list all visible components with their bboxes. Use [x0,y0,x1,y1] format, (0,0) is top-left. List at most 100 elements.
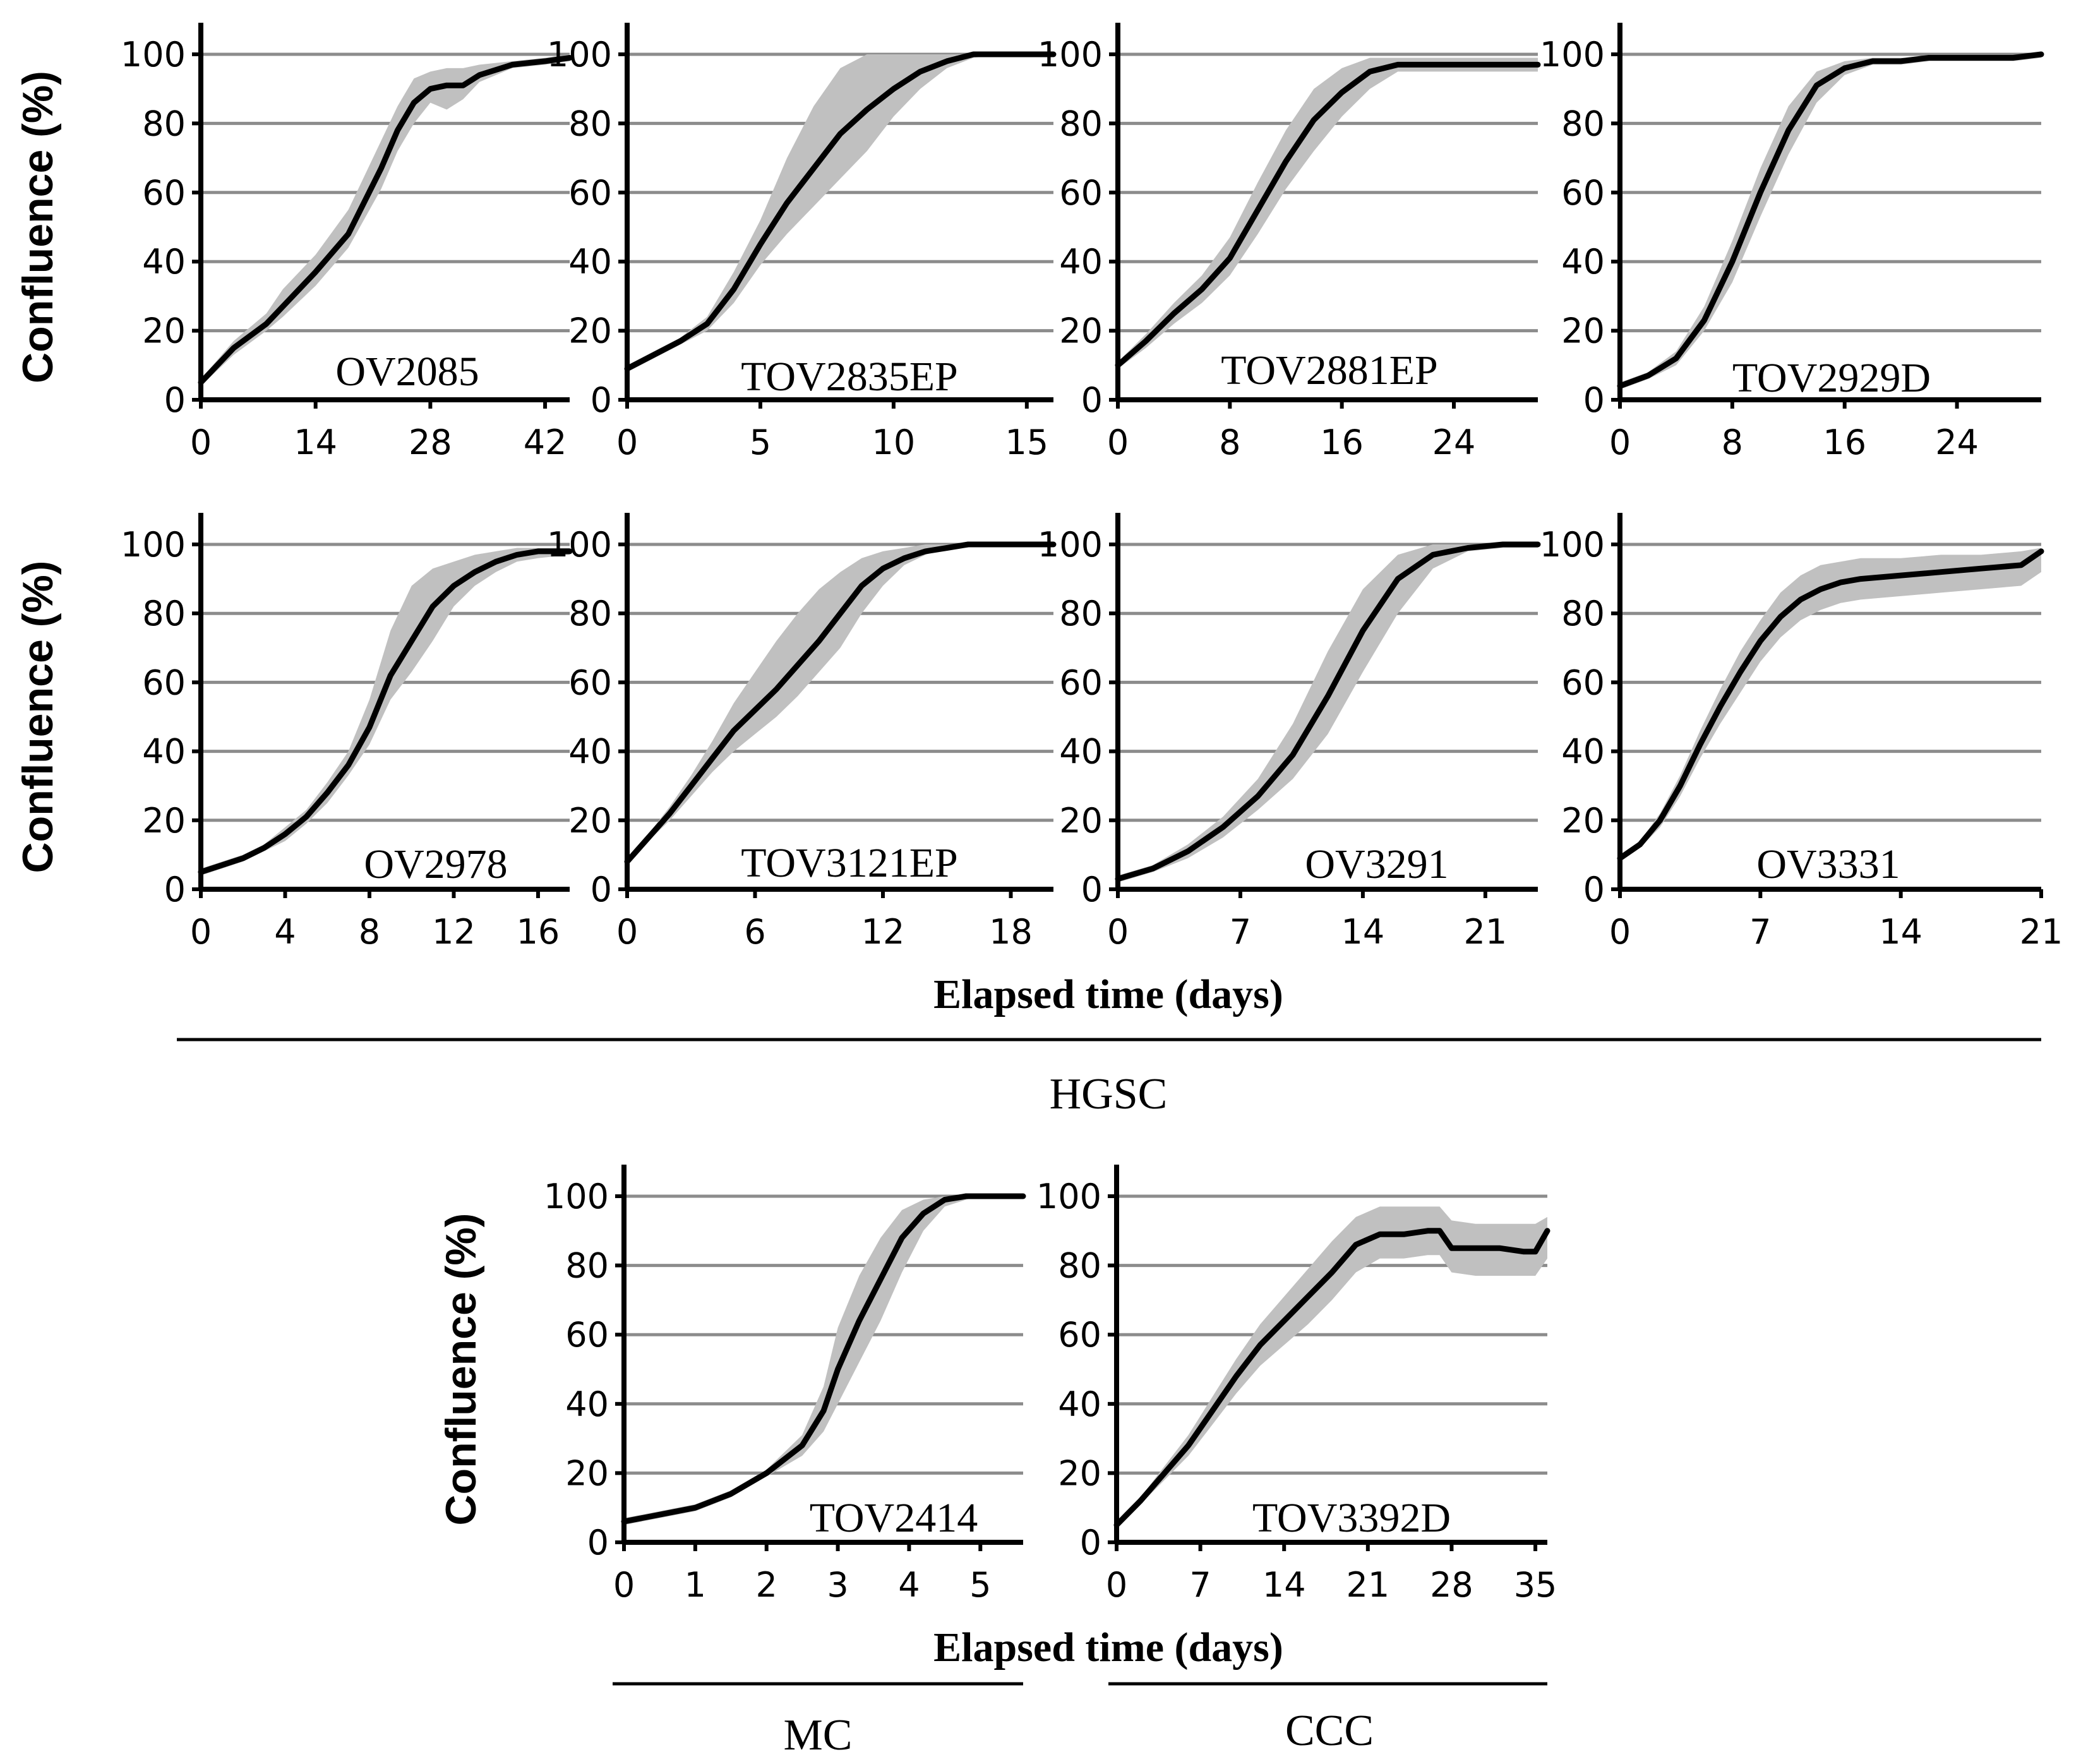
tov2414-y-axis-title: Confluence (%) [437,1213,485,1526]
ov2978-xtick-label-4: 4 [274,912,296,952]
tov2881ep-xtick-label-24: 24 [1432,423,1476,462]
tov3392d-error-band [1117,1206,1547,1529]
tov3392d-ytick-label-0: 0 [1080,1523,1101,1563]
ov3291-error-band [1118,544,1538,883]
ov2085-ytick-label-0: 0 [164,380,186,420]
tov3121ep-ytick-label-0: 0 [591,870,612,909]
ov3291-ytick-label-20: 20 [1059,801,1103,841]
tov2881ep-error-band [1118,57,1538,369]
tov2414-ytick-label-0: 0 [587,1523,609,1563]
panel-tov2414: 0 20 40 60 80 100 0 1 2 3 4 5 TOV2414 Confluence (%) E… [437,1165,1283,1671]
tov3392d-ytick-label-60: 60 [1058,1315,1101,1355]
group-label-mc: MC [784,1711,853,1760]
tov2881ep-ytick-label-60: 60 [1059,173,1103,213]
ov2085-xtick-label-0: 0 [190,423,212,462]
tov3392d-ytick-label-100: 100 [1036,1177,1101,1216]
tov3121ep-series-line [624,541,1057,865]
ov2085-xtick-label-28: 28 [409,423,452,462]
tov2414-ytick-label-40: 40 [565,1384,609,1424]
ov3291-ytick-label-80: 80 [1059,594,1103,633]
tov3121ep-ytick-label-20: 20 [568,801,612,841]
ov2978-panel-label: OV2978 [364,841,507,887]
tov2881ep-xtick-label-8: 8 [1219,423,1240,462]
tov3392d-xtick-label-7: 7 [1189,1565,1211,1605]
tov2929d-ytick-label-0: 0 [1583,380,1605,420]
tov2414-ytick-label-60: 60 [565,1315,609,1355]
ov2978-series-line [198,548,573,875]
ov3331-ytick-label-100: 100 [1540,525,1605,565]
tov3392d-ytick-label-20: 20 [1058,1453,1101,1493]
tov3392d-xtick-label-35: 35 [1514,1565,1557,1605]
ov3331-ytick-label-80: 80 [1561,594,1605,633]
tov3121ep-ytick-label-80: 80 [568,594,612,633]
ov2085-series-line [198,55,573,386]
tov2881ep-ytick-label-100: 100 [1038,35,1103,75]
tov2414-ytick-label-20: 20 [565,1453,609,1493]
panel-tov3392d: 0 20 40 60 80 100 0 7 14 21 28 35 TOV3392D [1036,1165,1557,1605]
ov2085-xtick-label-14: 14 [294,423,337,462]
tov3392d-xtick-label-14: 14 [1262,1565,1306,1605]
panel-tov2881ep: 0 20 40 60 80 100 0 8 16 24 TOV2881EP [1038,23,1541,462]
group-label-ccc: CCC [1285,1707,1374,1755]
tov2929d-ytick-label-60: 60 [1561,173,1605,213]
tov3121ep-ytick-label-60: 60 [568,663,612,702]
tov2881ep-xtick-label-16: 16 [1320,423,1364,462]
panel-tov2835ep: 0 20 40 60 80 100 0 5 10 15 TOV2835EP [547,23,1057,462]
tov3121ep-xtick-label-6: 6 [744,912,765,952]
tov2881ep-ytick-label-40: 40 [1059,242,1103,282]
tov2929d-xtick-label-8: 8 [1722,423,1743,462]
ov3331-ytick-label-40: 40 [1561,732,1605,772]
ov2978-xtick-label-12: 12 [432,912,476,952]
tov2835ep-ytick-label-0: 0 [591,380,612,420]
tov3121ep-xtick-label-12: 12 [861,912,905,952]
ov2085-ytick-label-80: 80 [142,104,186,143]
tov2835ep-ytick-label-60: 60 [568,173,612,213]
ov2978-xtick-label-0: 0 [190,912,212,952]
ov2085-ytick-label-40: 40 [142,242,186,282]
tov2835ep-series-line [624,51,1057,372]
ov2085-y-axis-title: Confluence (%) [14,71,62,383]
panel-ov3291: 0 20 40 60 80 100 0 7 14 21 OV3291 Elapsed time (da… [933,513,1541,1017]
tov2414-xtick-label-4: 4 [898,1565,920,1605]
ov2978-ytick-label-100: 100 [121,525,186,565]
ov2085-ytick-label-60: 60 [142,173,186,213]
tov2929d-series-line [1617,51,2044,389]
tov2929d-panel-label: TOV2929D [1732,355,1931,401]
tov3392d-panel-label: TOV3392D [1252,1495,1451,1541]
tov2881ep-ytick-label-80: 80 [1059,104,1103,143]
ov3331-xtick-label-7: 7 [1749,912,1771,952]
tov3392d-xtick-label-0: 0 [1106,1565,1127,1605]
tov2881ep-xtick-label-0: 0 [1107,423,1129,462]
tov2835ep-error-band [627,54,1053,373]
ov2085-ytick-label-100: 100 [121,35,186,75]
ov2978-ytick-label-20: 20 [142,801,186,841]
tov3121ep-ytick-label-100: 100 [547,525,612,565]
tov2835ep-xtick-label-5: 5 [750,423,771,462]
tov2881ep-panel-label: TOV2881EP [1221,347,1437,393]
tov2414-xtick-label-3: 3 [827,1565,848,1605]
ov3291-ytick-label-40: 40 [1059,732,1103,772]
ov2978-ytick-label-60: 60 [142,663,186,702]
ov3291-ytick-label-60: 60 [1059,663,1103,702]
ov2085-error-band [201,54,570,387]
ov3291-series-line [1115,541,1541,882]
ov3291-ytick-label-0: 0 [1081,870,1103,909]
tov2414-xtick-label-0: 0 [613,1565,635,1605]
tov2414-panel-label: TOV2414 [810,1495,978,1541]
tov3121ep-panel-label: TOV3121EP [741,840,957,886]
tov2414-error-band [624,1196,1023,1525]
ov3291-xtick-label-7: 7 [1230,912,1251,952]
panel-ov2085: 0 20 40 60 80 100 0 14 28 42 OV2085 Confluence (%) [14,23,573,462]
ov3291-xtick-label-14: 14 [1341,912,1385,952]
tov2929d-xtick-label-24: 24 [1935,423,1979,462]
tov2835ep-ytick-label-20: 20 [568,311,612,351]
ov3331-xtick-label-0: 0 [1609,912,1631,952]
panel-tov3121ep: 0 20 40 60 80 100 0 6 12 18 TOV3121EP [547,513,1057,952]
tov3392d-series-line [1113,1228,1550,1528]
ov3331-ytick-label-0: 0 [1583,870,1605,909]
ov2978-ytick-label-80: 80 [142,594,186,633]
tov3392d-ytick-label-40: 40 [1058,1384,1101,1424]
group-label-hgsc: HGSC [1050,1070,1168,1119]
tov3121ep-xtick-label-0: 0 [616,912,638,952]
